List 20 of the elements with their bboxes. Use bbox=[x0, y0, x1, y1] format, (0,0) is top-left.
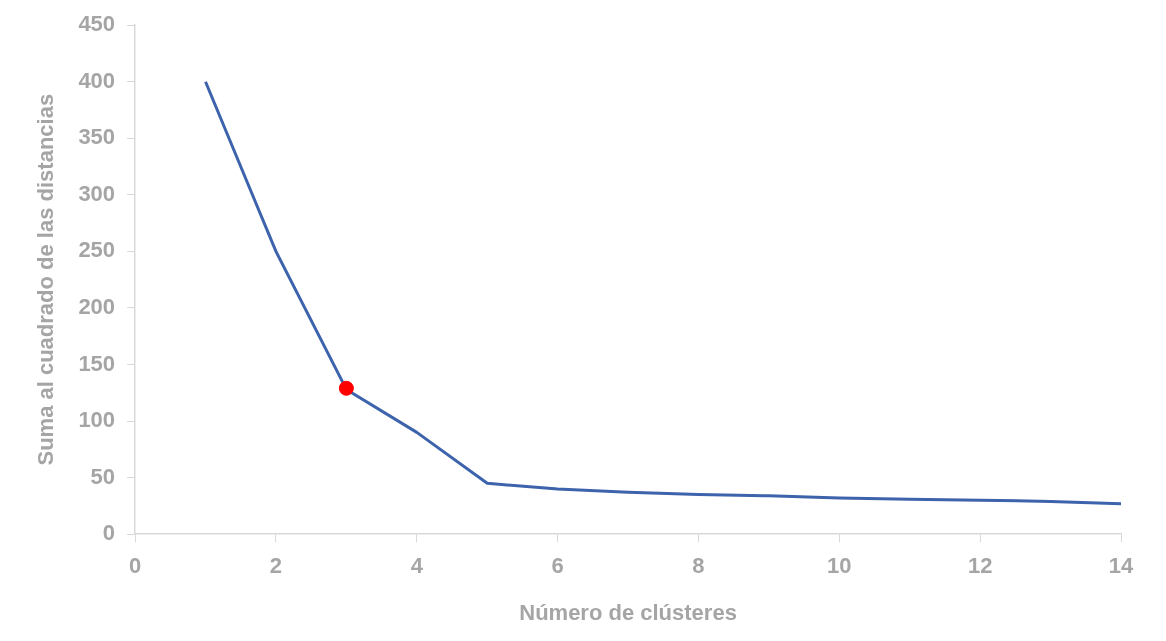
y-tick-label: 150 bbox=[78, 350, 116, 376]
y-tick-label: 100 bbox=[78, 407, 116, 433]
x-tick-label: 2 bbox=[269, 553, 283, 579]
y-tick-label: 50 bbox=[90, 463, 116, 489]
x-tick-label: 8 bbox=[692, 553, 705, 579]
x-tick-label: 12 bbox=[967, 553, 993, 579]
x-tick-label: 10 bbox=[827, 553, 852, 579]
y-tick-label: 450 bbox=[78, 11, 116, 37]
y-tick-label: 0 bbox=[102, 520, 116, 546]
y-tick-label: 400 bbox=[78, 67, 116, 93]
y-tick-label: 300 bbox=[78, 180, 116, 206]
y-tick-label: 200 bbox=[78, 294, 116, 320]
x-tick-label: 6 bbox=[551, 553, 564, 579]
x-tick-label: 0 bbox=[128, 553, 142, 579]
x-axis-title: Número de clústeres bbox=[519, 599, 737, 625]
y-tick-label: 350 bbox=[78, 124, 116, 150]
x-tick-label: 4 bbox=[410, 553, 424, 579]
x-tick-label: 14 bbox=[1108, 553, 1134, 579]
y-tick-label: 250 bbox=[78, 237, 116, 263]
y-axis-title: Suma al cuadrado de las distancias bbox=[33, 93, 59, 466]
